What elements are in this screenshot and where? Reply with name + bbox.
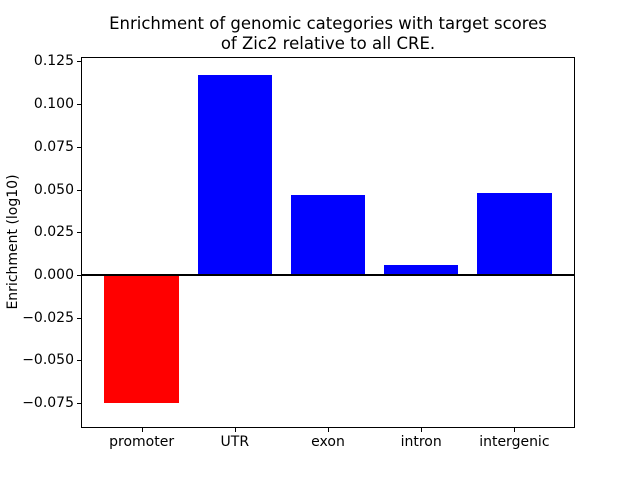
x-tick-label-UTR: UTR: [220, 434, 250, 450]
y-tick-label: 0.100: [33, 96, 74, 113]
y-tick-label: −0.025: [22, 309, 74, 326]
y-tick-mark: [77, 360, 81, 362]
x-tick-mark: [234, 428, 236, 432]
bar-UTR: [197, 75, 273, 275]
chart-title: Enrichment of genomic categories with ta…: [109, 14, 547, 53]
x-tick-mark: [514, 428, 516, 432]
y-tick-label: 0.050: [33, 181, 74, 198]
x-tick-label-intergenic: intergenic: [479, 434, 550, 450]
y-tick-mark: [77, 317, 81, 319]
bar-intergenic: [477, 192, 552, 275]
x-tick-mark: [141, 428, 143, 432]
y-tick-label: 0.025: [33, 224, 74, 241]
y-tick-label: −0.075: [22, 395, 74, 412]
y-tick-mark: [77, 146, 81, 148]
bar-promoter: [104, 274, 179, 404]
zero-line: [82, 273, 574, 276]
plot-area: 0.125 0.100 0.075 0.050 0.025 0.000 −0.025 −0.0…: [22, 54, 575, 449]
y-tick-mark: [77, 274, 81, 276]
y-tick-mark: [77, 104, 81, 106]
y-tick-label: 0.000: [33, 266, 74, 283]
bar-intron: [383, 264, 459, 275]
y-tick-mark: [77, 61, 81, 63]
x-tick-label-exon: exon: [311, 434, 345, 450]
y-tick-label: −0.050: [22, 352, 74, 369]
x-tick-mark: [421, 428, 423, 432]
x-tick-label-intron: intron: [400, 434, 442, 450]
y-tick-mark: [77, 189, 81, 191]
x-tick-label-promoter: promoter: [109, 434, 175, 450]
y-tick-label: 0.075: [33, 138, 74, 155]
y-tick-mark: [77, 403, 81, 405]
x-tick-mark: [328, 428, 329, 432]
y-tick-mark: [77, 232, 81, 234]
bar-exon: [290, 194, 366, 275]
y-tick-label: 0.125: [33, 53, 74, 70]
